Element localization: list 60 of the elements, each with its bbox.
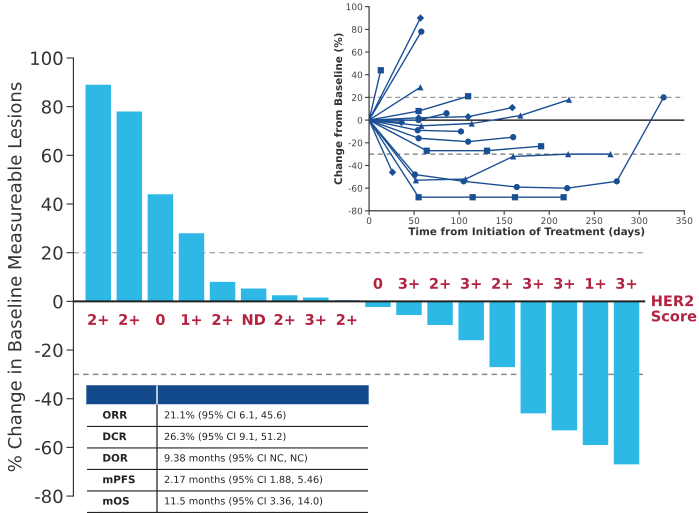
x-tick-label: 1+	[586, 278, 606, 289]
y-tick-label: -60	[35, 440, 62, 455]
x-axis-title: Time from Initiation of Treatment (days)	[408, 227, 644, 238]
annotation: 2.17 months (95% CI 1.88, 5.46)	[164, 476, 322, 484]
x-tick-label: 2+	[492, 278, 512, 289]
x-tick-label: 150	[496, 217, 512, 224]
x-tick-label: 3+	[460, 278, 481, 289]
x-tick-label: 300	[631, 217, 648, 224]
x-tick-label: 350	[676, 217, 692, 224]
annotation: 26.3% (95% CI 9.1, 51.2)	[164, 432, 286, 442]
y-tick-label: 100	[31, 51, 62, 66]
annotation: 9.38 months (95% CI NC, NC)	[164, 454, 307, 463]
x-tick-label: 3+	[306, 314, 326, 326]
x-tick-label: 100	[452, 217, 468, 224]
text: 11.5 months (95% CI 3.36, 14.0)	[165, 497, 322, 506]
y-tick-label: 20	[352, 94, 362, 101]
text: mOS	[103, 496, 129, 505]
y-tick-label: 100	[346, 3, 362, 10]
y-tick-label: 80	[352, 26, 362, 33]
x-tick-label: 3+	[616, 278, 636, 289]
annotation: ORR	[102, 410, 128, 419]
annotation: DOR	[103, 454, 128, 462]
y-tick-label: 40	[352, 71, 362, 78]
x-tick-label: 250	[586, 217, 602, 224]
x-tick-label: 2+	[88, 314, 108, 325]
x-tick-label: 0	[374, 278, 382, 289]
x-tick-label: 200	[541, 217, 558, 224]
x-tick-label: 1+	[182, 314, 202, 325]
annotation: mPFS	[103, 475, 135, 484]
y-tick-label: 20	[42, 246, 62, 260]
x-tick-label: 50	[409, 217, 420, 224]
y-tick-label: -20	[348, 140, 362, 146]
y-tick-label: 80	[42, 100, 62, 114]
y-tick-label: 60	[352, 48, 362, 56]
x-tick-label: 3+	[398, 278, 419, 289]
y-tick-label: -40	[35, 392, 62, 406]
x-tick-label: 2+	[119, 314, 139, 325]
x-tick-label: 2+	[274, 314, 294, 325]
y-tick-label: 0	[358, 116, 362, 124]
y-tick-label: -60	[348, 184, 362, 192]
annotation: DCR	[103, 432, 126, 440]
y-axis-title: % Change in Baseline Measureable Lesions	[8, 82, 26, 472]
x-tick-label: 3+	[554, 278, 574, 289]
x-tick-label: 2+	[430, 278, 450, 289]
annotation: 21.1% (95% CI 6.1, 45.6)	[164, 411, 286, 420]
text: HER2 Score	[652, 295, 696, 322]
x-tick-label: 0	[366, 217, 372, 224]
y-tick-label: 60	[42, 148, 62, 162]
x-tick-label: 0	[156, 314, 165, 326]
x-tick-label: 3+	[523, 278, 543, 289]
y-axis-title: Change from Baseline (%)	[334, 33, 344, 184]
x-tick-label: 2+	[212, 314, 232, 325]
y-tick-label: -20	[35, 343, 62, 358]
x-tick-label: ND	[242, 314, 266, 325]
y-tick-label: -80	[348, 208, 362, 214]
y-tick-label: 0	[53, 294, 62, 308]
y-tick-label: -40	[348, 162, 362, 170]
y-tick-label: 40	[42, 197, 62, 212]
y-tick-label: -80	[35, 490, 62, 504]
x-tick-label: 2+	[336, 314, 356, 325]
